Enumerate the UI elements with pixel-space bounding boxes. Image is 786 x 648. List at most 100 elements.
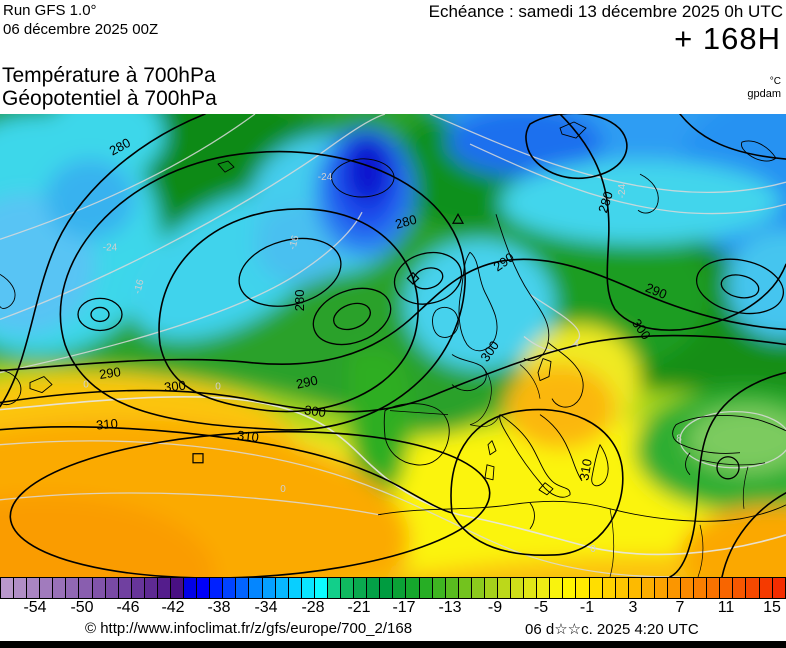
colorbar-tick: 3 (628, 599, 638, 616)
colorbar-cell (1, 578, 15, 598)
colorbar-cell (746, 578, 760, 598)
colorbar-cell (40, 578, 54, 598)
colorbar-cell (497, 578, 512, 598)
colorbar-cell (406, 578, 420, 598)
colorbar-cell (419, 578, 433, 598)
colorbar-cell (563, 578, 577, 598)
colorbar-cell (667, 578, 682, 598)
colorbar-tick: 15 (763, 599, 781, 616)
parameter-title-geopotential: Géopotentiel à 700hPa (2, 87, 217, 110)
contour-label: -24 (103, 242, 118, 253)
run-model: Run GFS 1.0° (3, 2, 97, 19)
colorbar-cell (288, 578, 302, 598)
run-info: Run GFS 1.0° 06 décembre 2025 00Z (3, 1, 158, 39)
colorbar-cell (367, 578, 381, 598)
colorbar-cell (66, 578, 80, 598)
square-marker (192, 453, 204, 464)
contour-label: 290 (295, 372, 319, 391)
contour-label: -16 (132, 278, 146, 295)
colorbar-tick: -50 (70, 599, 94, 616)
unit-gpdam: gpdam (747, 88, 781, 100)
colorbar-cell (759, 578, 773, 598)
colorbar-cell (641, 578, 655, 598)
colorbar-cell (354, 578, 368, 598)
colorbar-cell (262, 578, 276, 598)
colorbar-tick: -1 (579, 599, 595, 616)
validity-datetime: Echéance : samedi 13 décembre 2025 0h UT… (428, 2, 783, 21)
colorbar-cell (733, 578, 747, 598)
colorbar-tick: -17 (392, 599, 416, 616)
contour-label: 0 (215, 382, 221, 393)
colorbar-cell (511, 578, 525, 598)
temperature-contour-labels: -24 -24 -24 -16 -16 0 0 0 0 4 8 (83, 172, 682, 555)
contour-label: 280 (393, 212, 418, 232)
colorbar-cell (524, 578, 538, 598)
colorbar-cell (210, 578, 224, 598)
colorbar-tick: -34 (254, 599, 278, 616)
contour-label: 300 (303, 402, 327, 420)
contour-label: 8 (676, 434, 682, 445)
contour-label: 300 (163, 377, 186, 394)
colorbar-cell (105, 578, 119, 598)
colorbar-tick: 11 (717, 599, 735, 616)
diamond-marker (406, 271, 420, 285)
colorbar-cell (341, 578, 355, 598)
colorbar-cell (144, 578, 158, 598)
contour-label: 0 (83, 380, 89, 391)
contour-label: 0 (590, 544, 596, 555)
run-date: 06 décembre 2025 00Z (3, 21, 159, 38)
colorbar-cell (615, 578, 629, 598)
parameter-title-temperature: Température à 700hPa (2, 64, 216, 87)
colorbar-cell (471, 578, 485, 598)
colorbar-tick: -9 (487, 599, 503, 616)
colorbar-cell (249, 578, 263, 598)
colorbar-cell (27, 578, 41, 598)
colorbar-tick: -21 (347, 599, 371, 616)
contour-label: 4 (573, 338, 579, 349)
colorbar-cell (602, 578, 616, 598)
contour-label: 280 (292, 290, 307, 312)
contour-label: 280 (595, 189, 616, 214)
colorbar-cell (79, 578, 93, 598)
colorbar-cell (576, 578, 590, 598)
colorbar-cell (53, 578, 67, 598)
colorbar-cell (184, 578, 198, 598)
bottom-black-bar (0, 641, 786, 648)
triangle-marker (451, 212, 465, 224)
contour-label: -16 (287, 234, 301, 251)
contour-label: 310 (236, 428, 259, 445)
colorbar-cell (393, 578, 407, 598)
contour-label: 310 (96, 416, 119, 433)
colorbar-cell (171, 578, 185, 598)
colorbar-cell (654, 578, 668, 598)
map-markers (192, 212, 465, 464)
colorbar-cell (223, 578, 237, 598)
contour-label: 0 (280, 484, 286, 495)
colorbar-cell (550, 578, 564, 598)
map-units: °C gpdam (747, 76, 781, 100)
colorbar-cell (694, 578, 708, 598)
colorbar-cell (92, 578, 106, 598)
colorbar-cell (314, 578, 328, 598)
contour-label: -24 (617, 183, 628, 198)
colorbar-cell (301, 578, 315, 598)
unit-celsius: °C (769, 76, 781, 87)
colorbar-cell (484, 578, 498, 598)
contour-label: 290 (98, 364, 122, 382)
colorbar-cell (275, 578, 289, 598)
colorbar-tick: -54 (23, 599, 47, 616)
colorbar-cell (118, 578, 132, 598)
source-url-text: © http://www.infoclimat.fr/z/gfs/europe/… (85, 620, 413, 637)
colorbar-cell (628, 578, 642, 598)
colorbar-cell (131, 578, 145, 598)
colorbar-cell (537, 578, 551, 598)
temperature-field (0, 114, 786, 577)
contour-label: -24 (318, 172, 333, 183)
colorbar-cell (445, 578, 459, 598)
colorbar-tick: -42 (161, 599, 185, 616)
colorbar-cell (14, 578, 28, 598)
colorbar-tick: -28 (301, 599, 325, 616)
forecast-lead-time: + 168H (674, 21, 781, 56)
parameter-titles: Température à 700hPa Géopotentiel à 700hP… (2, 64, 217, 110)
